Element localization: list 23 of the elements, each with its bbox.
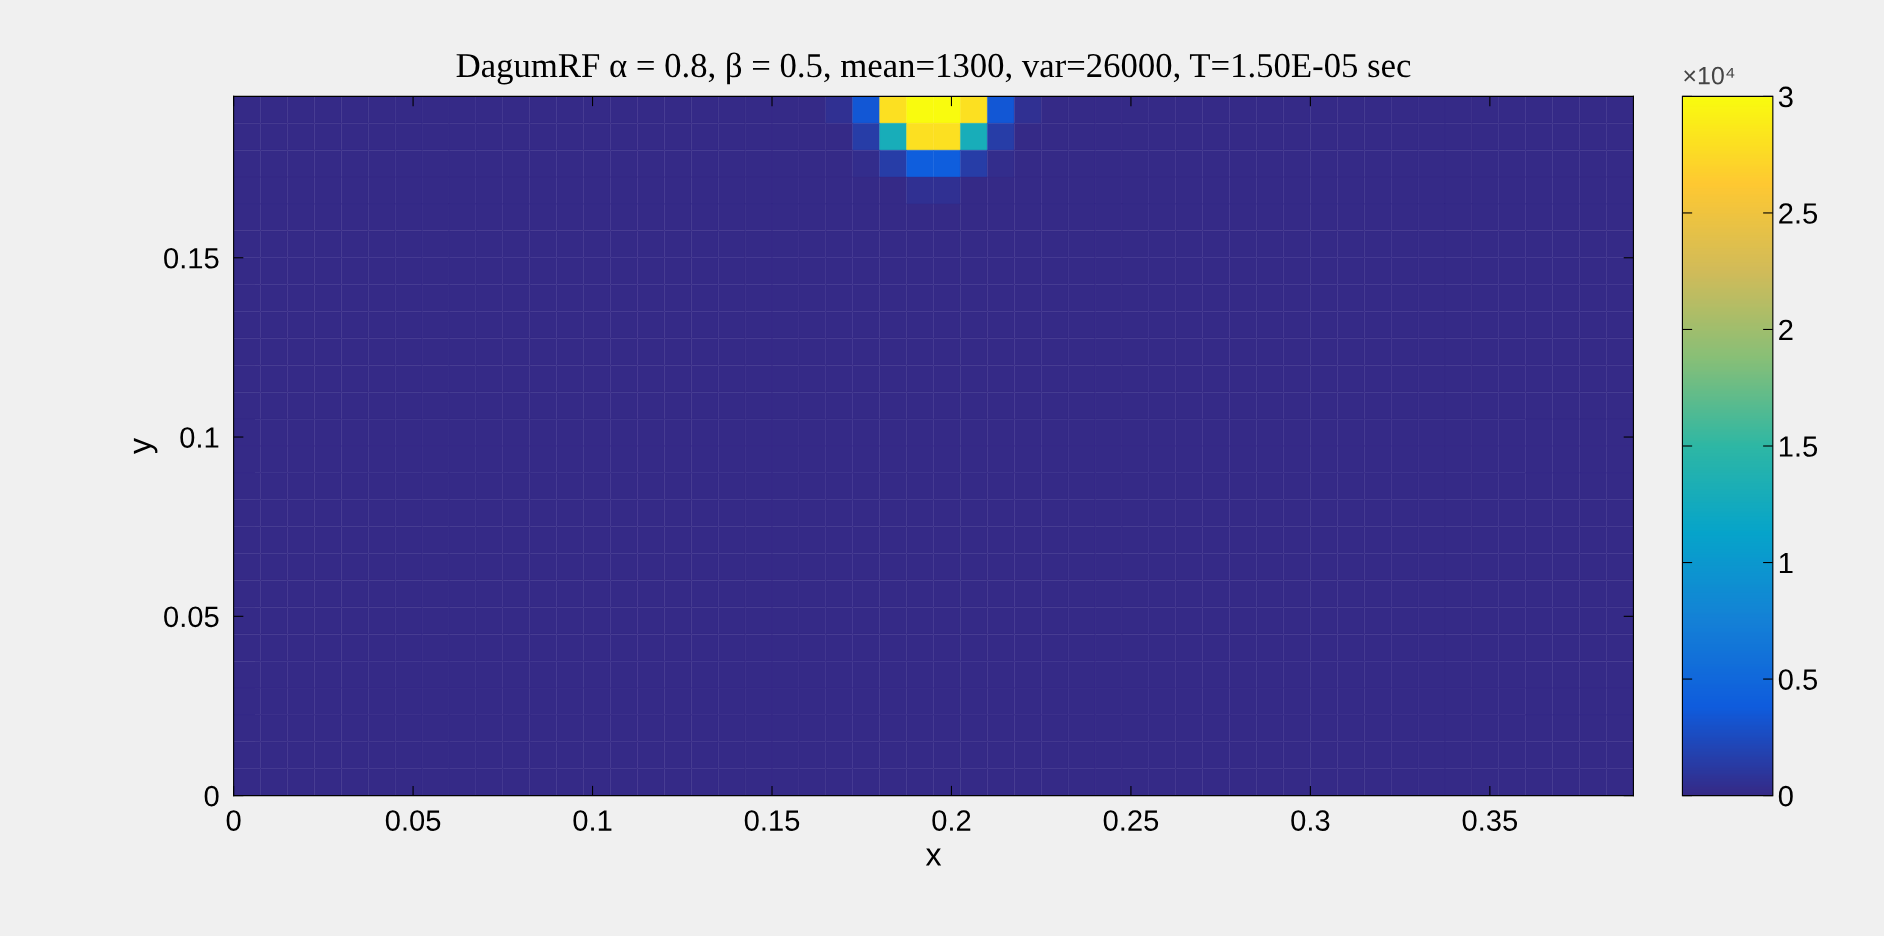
x-tick-label: 0.3	[1291, 810, 1330, 831]
color-bar-label: 0	[1778, 785, 1793, 807]
text: ×10⁴	[1684, 66, 1735, 85]
x-tick-label: 0.15	[744, 810, 800, 831]
x-tick-label: 0.05	[385, 810, 441, 831]
y-tick-label: 0.15	[164, 247, 219, 269]
color-bar-label: 1	[1779, 553, 1793, 574]
x-tick-label: 0	[226, 810, 241, 831]
color-bar-label: 1.5	[1779, 436, 1818, 457]
y-tick-label: 0.1	[180, 427, 219, 448]
color-bar-label: 0.5	[1778, 669, 1818, 690]
x-axis-title: x	[925, 848, 942, 866]
x-tick-label: 0.25	[1103, 810, 1159, 831]
color-bar-label: 2.5	[1779, 203, 1818, 224]
color-bar-label: 3	[1778, 86, 1793, 108]
x-tick-label: 0.35	[1462, 810, 1518, 831]
y-axis-title: y	[133, 438, 158, 454]
y-tick-label: 0	[204, 785, 219, 807]
y-tick-label: 0.05	[164, 606, 219, 628]
color-bar-label: 2	[1779, 319, 1793, 341]
x-tick-label: 0.1	[573, 810, 612, 831]
x-tick-label: 0.2	[932, 810, 971, 831]
chart-title: DagumRF α = 0.8, β = 0.5, mean=1300, var=26000, T=1.50E-05 sec	[456, 52, 1411, 85]
